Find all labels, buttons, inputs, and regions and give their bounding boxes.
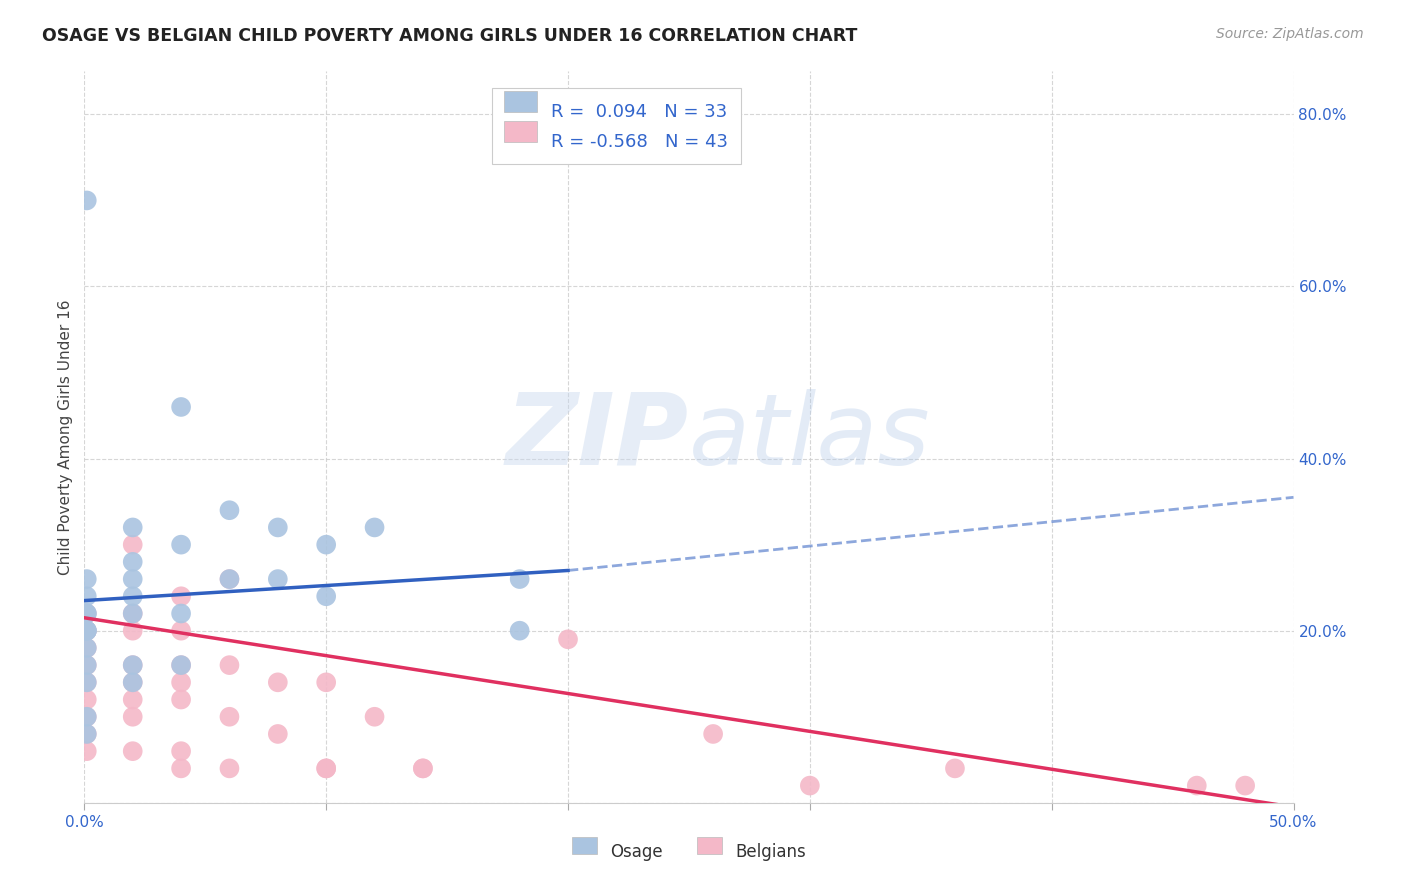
Point bbox=[76, 624, 98, 638]
Point bbox=[170, 692, 193, 706]
Point bbox=[76, 607, 98, 621]
Point bbox=[121, 607, 143, 621]
Point bbox=[76, 589, 98, 603]
Point bbox=[121, 572, 143, 586]
Point bbox=[76, 640, 98, 655]
Point bbox=[267, 675, 290, 690]
Point bbox=[76, 658, 98, 673]
Point bbox=[121, 520, 143, 534]
Point bbox=[1185, 779, 1208, 793]
Text: atlas: atlas bbox=[689, 389, 931, 485]
Point bbox=[943, 761, 966, 775]
Text: ZIP: ZIP bbox=[506, 389, 689, 485]
Point bbox=[76, 710, 98, 724]
Point bbox=[121, 658, 143, 673]
Point bbox=[1234, 779, 1257, 793]
Point bbox=[218, 710, 240, 724]
Point bbox=[76, 607, 98, 621]
Point bbox=[121, 692, 143, 706]
Point bbox=[363, 710, 385, 724]
Point bbox=[121, 675, 143, 690]
Point bbox=[76, 675, 98, 690]
Point bbox=[315, 675, 337, 690]
Point bbox=[170, 607, 193, 621]
Point bbox=[315, 538, 337, 552]
Point bbox=[267, 727, 290, 741]
Point bbox=[76, 624, 98, 638]
Point bbox=[315, 761, 337, 775]
Point bbox=[170, 400, 193, 414]
Point bbox=[76, 624, 98, 638]
Point bbox=[76, 624, 98, 638]
Point bbox=[799, 779, 821, 793]
Point bbox=[76, 727, 98, 741]
Point bbox=[412, 761, 434, 775]
Point bbox=[170, 675, 193, 690]
Point bbox=[170, 744, 193, 758]
Point bbox=[76, 658, 98, 673]
Point bbox=[76, 744, 98, 758]
Point bbox=[170, 538, 193, 552]
Point bbox=[170, 624, 193, 638]
Point bbox=[509, 624, 531, 638]
Point bbox=[170, 589, 193, 603]
Point bbox=[121, 658, 143, 673]
Point bbox=[315, 761, 337, 775]
Point bbox=[702, 727, 724, 741]
Point bbox=[218, 761, 240, 775]
Point bbox=[121, 538, 143, 552]
Point bbox=[121, 555, 143, 569]
Text: OSAGE VS BELGIAN CHILD POVERTY AMONG GIRLS UNDER 16 CORRELATION CHART: OSAGE VS BELGIAN CHILD POVERTY AMONG GIR… bbox=[42, 27, 858, 45]
Point bbox=[121, 607, 143, 621]
Text: Source: ZipAtlas.com: Source: ZipAtlas.com bbox=[1216, 27, 1364, 41]
Point bbox=[218, 503, 240, 517]
Point bbox=[76, 572, 98, 586]
Point bbox=[76, 194, 98, 208]
Point bbox=[315, 589, 337, 603]
Point bbox=[121, 744, 143, 758]
Point bbox=[412, 761, 434, 775]
Point bbox=[218, 572, 240, 586]
Point bbox=[509, 572, 531, 586]
Y-axis label: Child Poverty Among Girls Under 16: Child Poverty Among Girls Under 16 bbox=[58, 300, 73, 574]
Legend: Osage, Belgians: Osage, Belgians bbox=[565, 836, 813, 868]
Point bbox=[557, 632, 579, 647]
Point bbox=[267, 572, 290, 586]
Point bbox=[170, 761, 193, 775]
Point bbox=[121, 624, 143, 638]
Point bbox=[121, 589, 143, 603]
Point bbox=[76, 607, 98, 621]
Point bbox=[76, 624, 98, 638]
Point bbox=[121, 675, 143, 690]
Point bbox=[76, 710, 98, 724]
Point bbox=[170, 658, 193, 673]
Point bbox=[76, 675, 98, 690]
Point bbox=[363, 520, 385, 534]
Point bbox=[76, 727, 98, 741]
Point bbox=[76, 640, 98, 655]
Point bbox=[267, 520, 290, 534]
Point bbox=[76, 692, 98, 706]
Point bbox=[121, 710, 143, 724]
Point bbox=[170, 658, 193, 673]
Point bbox=[218, 572, 240, 586]
Point bbox=[218, 658, 240, 673]
